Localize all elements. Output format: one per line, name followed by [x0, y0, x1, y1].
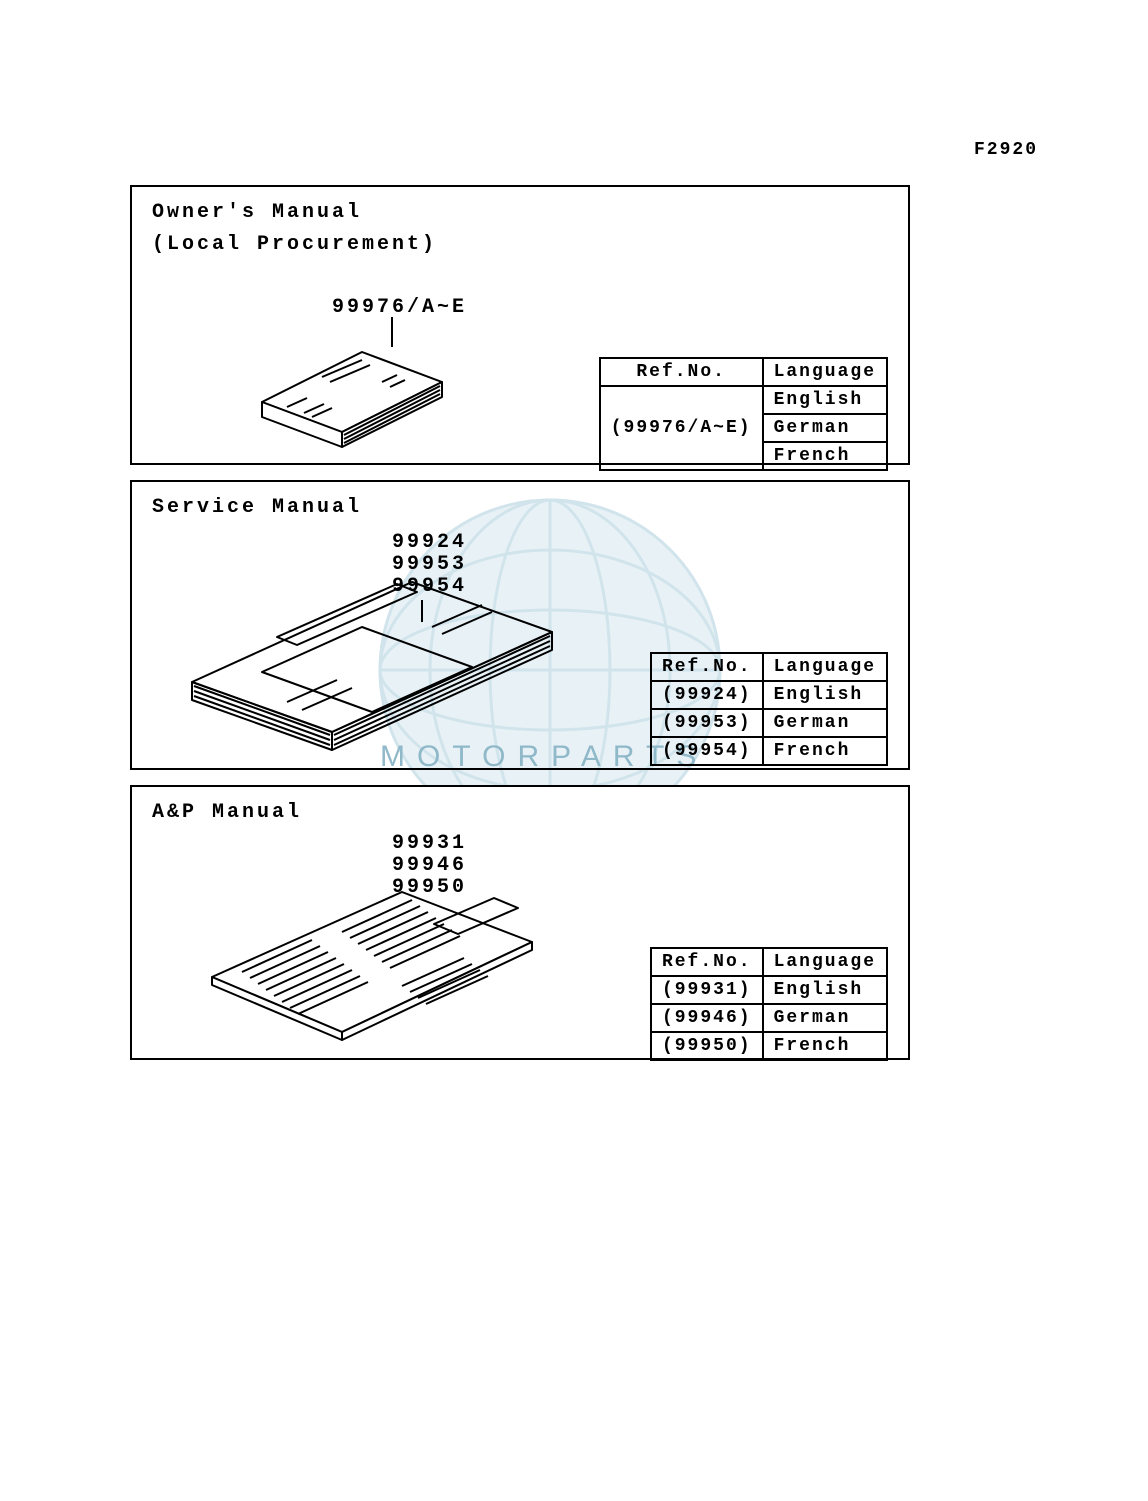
- cell-refno: (99950): [651, 1032, 763, 1060]
- cell-refno: (99924): [651, 681, 763, 709]
- col-language: Language: [763, 358, 887, 386]
- cell-refno: (99954): [651, 737, 763, 765]
- cell-lang: German: [763, 414, 887, 442]
- table-row: (99976/A~E) English: [600, 386, 887, 414]
- page-code: F2920: [974, 140, 1038, 160]
- table-header-row: Ref.No. Language: [651, 653, 887, 681]
- cell-lang: English: [763, 976, 887, 1004]
- ref-table-service: Ref.No. Language (99924) English (99953)…: [650, 652, 888, 766]
- col-language: Language: [763, 653, 887, 681]
- col-refno: Ref.No.: [651, 948, 763, 976]
- book-icon: [182, 572, 562, 762]
- panel-title: A&P Manual: [152, 801, 302, 824]
- cell-lang: French: [763, 442, 887, 470]
- col-language: Language: [763, 948, 887, 976]
- panel-service-manual: Service Manual 99924 99953 99954: [130, 480, 910, 770]
- table-row: (99950) French: [651, 1032, 887, 1060]
- col-refno: Ref.No.: [651, 653, 763, 681]
- cell-refno: (99946): [651, 1004, 763, 1032]
- cell-refno: (99953): [651, 709, 763, 737]
- table-header-row: Ref.No. Language: [651, 948, 887, 976]
- table-header-row: Ref.No. Language: [600, 358, 887, 386]
- ref-table-ap: Ref.No. Language (99931) English (99946)…: [650, 947, 888, 1061]
- callout-owners: 99976/A~E: [332, 297, 467, 319]
- panel-title: Service Manual: [152, 496, 362, 519]
- table-row: (99924) English: [651, 681, 887, 709]
- cell-lang: French: [763, 737, 887, 765]
- cell-refno: (99931): [651, 976, 763, 1004]
- table-row: (99946) German: [651, 1004, 887, 1032]
- ref-table-owners: Ref.No. Language (99976/A~E) English Ger…: [599, 357, 888, 471]
- panel-ap-manual: A&P Manual 99931 99946 99950: [130, 785, 910, 1060]
- table-row: (99954) French: [651, 737, 887, 765]
- cell-lang: French: [763, 1032, 887, 1060]
- book-icon: [252, 332, 452, 452]
- cell-lang: German: [763, 709, 887, 737]
- cell-lang: English: [763, 386, 887, 414]
- page-icon: [202, 882, 542, 1052]
- table-row: (99953) German: [651, 709, 887, 737]
- table-row: (99931) English: [651, 976, 887, 1004]
- cell-lang: English: [763, 681, 887, 709]
- panel-owners-manual: Owner's Manual (Local Procurement) 99976…: [130, 185, 910, 465]
- panel-title: Owner's Manual: [152, 201, 362, 224]
- cell-refno: (99976/A~E): [600, 386, 763, 470]
- panel-subtitle: (Local Procurement): [152, 233, 437, 256]
- col-refno: Ref.No.: [600, 358, 763, 386]
- cell-lang: German: [763, 1004, 887, 1032]
